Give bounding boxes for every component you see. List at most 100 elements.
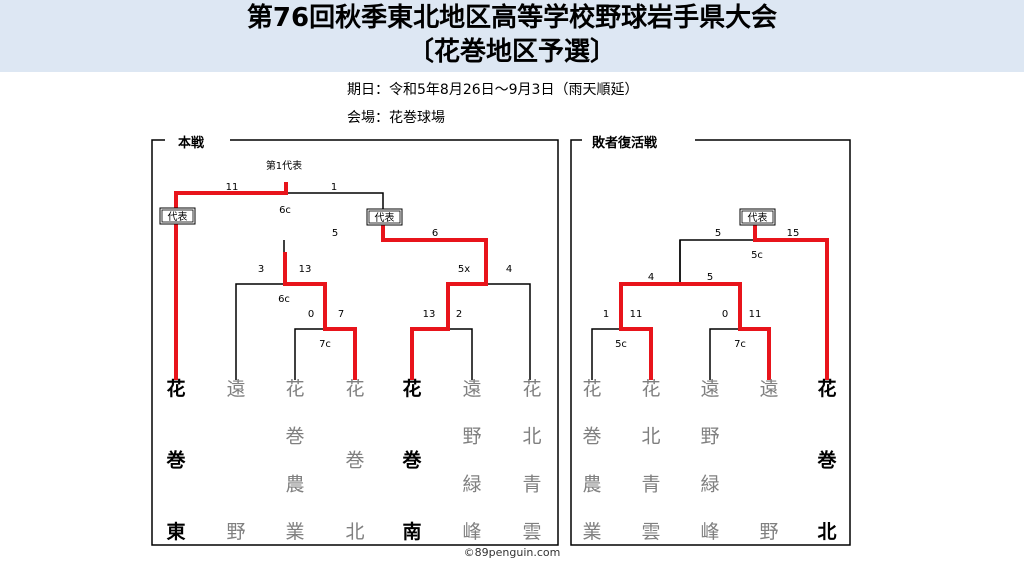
team-name-char: 北: [817, 521, 836, 543]
team-name-char: 雲: [641, 521, 660, 543]
team-name-char: 巻: [582, 426, 601, 448]
score: 5: [715, 228, 721, 239]
team-name-char: 野: [759, 521, 778, 543]
score: 13: [299, 264, 312, 275]
losers-bracket-frame: [570, 139, 851, 546]
score-note: 5c: [615, 339, 627, 350]
losers-team-4: 遠野: [759, 378, 778, 543]
team-name-char: 遠: [226, 378, 245, 400]
losers-bracket-label: 敗者復活戦: [592, 135, 658, 151]
team-name-char: 花: [522, 378, 541, 400]
team-name-char: 花: [817, 377, 836, 400]
team-name-char: 雲: [522, 521, 541, 543]
team-name-char: 巻: [401, 449, 422, 472]
score-note: 5c: [751, 250, 763, 261]
team-name-char: 業: [582, 521, 601, 543]
team-name-char: 峰: [700, 521, 719, 543]
team-name-char: 花: [641, 378, 660, 400]
team-name-char: 巻: [165, 449, 186, 472]
team-name-char: 花: [285, 378, 304, 400]
main-rep-badge-left: 代表: [159, 207, 196, 225]
team-name-char: 青: [641, 473, 660, 495]
team-name-char: 花: [582, 378, 601, 400]
score: 11: [630, 309, 643, 320]
team-name-char: 野: [462, 426, 481, 448]
score: 7: [338, 309, 344, 320]
score: 1: [331, 182, 337, 193]
score: 15: [787, 228, 800, 239]
score: 11: [226, 182, 239, 193]
score: 6: [432, 228, 438, 239]
venue-info: 会場：花巻球場: [347, 110, 445, 126]
losers-bracket-scores: 5 15 5c 4 5 1 11 5c 0 11 7c: [603, 228, 800, 350]
score-note: 7c: [734, 339, 746, 350]
team-name-char: 北: [522, 426, 541, 448]
main-rep-badge-right: 代表: [366, 208, 403, 226]
team-name-char: 農: [285, 473, 304, 495]
team-name-char: 南: [402, 521, 421, 543]
team-name-char: 巻: [816, 449, 837, 472]
score-note: 7c: [319, 339, 331, 350]
score: 11: [749, 309, 762, 320]
main-bracket-lines: [235, 192, 531, 380]
team-name-char: 巻: [285, 426, 304, 448]
main-bracket-label: 本戦: [178, 135, 205, 151]
main-team-5: 花巻南: [401, 377, 422, 543]
svg-text:代表: 代表: [748, 211, 768, 224]
score: 1: [603, 309, 609, 320]
page-title: 第76回秋季東北地区高等学校野球岩手県大会: [246, 3, 778, 33]
team-name-char: 野: [700, 426, 719, 448]
score: 5x: [458, 264, 470, 275]
first-rep-note: 第1代表: [266, 159, 302, 172]
score: 0: [308, 309, 314, 320]
title-banner: [0, 0, 1024, 72]
score-note: 6c: [279, 205, 291, 216]
team-name-char: 緑: [700, 473, 719, 495]
score: 5: [707, 272, 713, 283]
team-name-char: 野: [226, 521, 245, 543]
svg-text:代表: 代表: [375, 211, 395, 224]
losers-bracket-lines: [591, 239, 755, 380]
team-name-char: 北: [345, 521, 364, 543]
team-name-char: 遠: [700, 378, 719, 400]
score: 5: [332, 228, 338, 239]
main-team-4: 花巻北: [345, 378, 364, 543]
main-bracket-frame: [151, 139, 559, 546]
losers-rep-badge: 代表: [739, 208, 776, 226]
copyright: ©89penguin.com: [463, 546, 561, 559]
team-name-char: 業: [285, 521, 304, 543]
team-name-char: 北: [641, 426, 660, 448]
page-subtitle: 〔花巻地区予選〕: [407, 37, 616, 67]
team-name-char: 緑: [462, 473, 481, 495]
team-name-char: 遠: [462, 378, 481, 400]
score: 2: [456, 309, 462, 320]
team-name-char: 巻: [345, 450, 364, 472]
team-name-char: 農: [582, 473, 601, 495]
score-note: 6c: [278, 294, 290, 305]
team-name-char: 東: [166, 520, 185, 543]
score: 4: [648, 272, 654, 283]
score: 13: [423, 309, 436, 320]
main-team-2: 遠野: [226, 378, 245, 543]
score: 4: [506, 264, 512, 275]
score: 3: [258, 264, 264, 275]
losers-bracket-winner-lines: [619, 225, 829, 380]
date-info: 期日：令和5年8月26日～9月3日（雨天順延）: [347, 82, 639, 98]
team-name-char: 遠: [759, 378, 778, 400]
team-name-char: 花: [402, 377, 421, 400]
main-team-1: 花巻東: [165, 377, 186, 543]
score: 0: [722, 309, 728, 320]
svg-text:代表: 代表: [168, 210, 188, 223]
main-bracket-winner-lines: [174, 182, 488, 380]
team-name-char: 花: [345, 378, 364, 400]
losers-team-5: 花巻北: [816, 377, 837, 543]
